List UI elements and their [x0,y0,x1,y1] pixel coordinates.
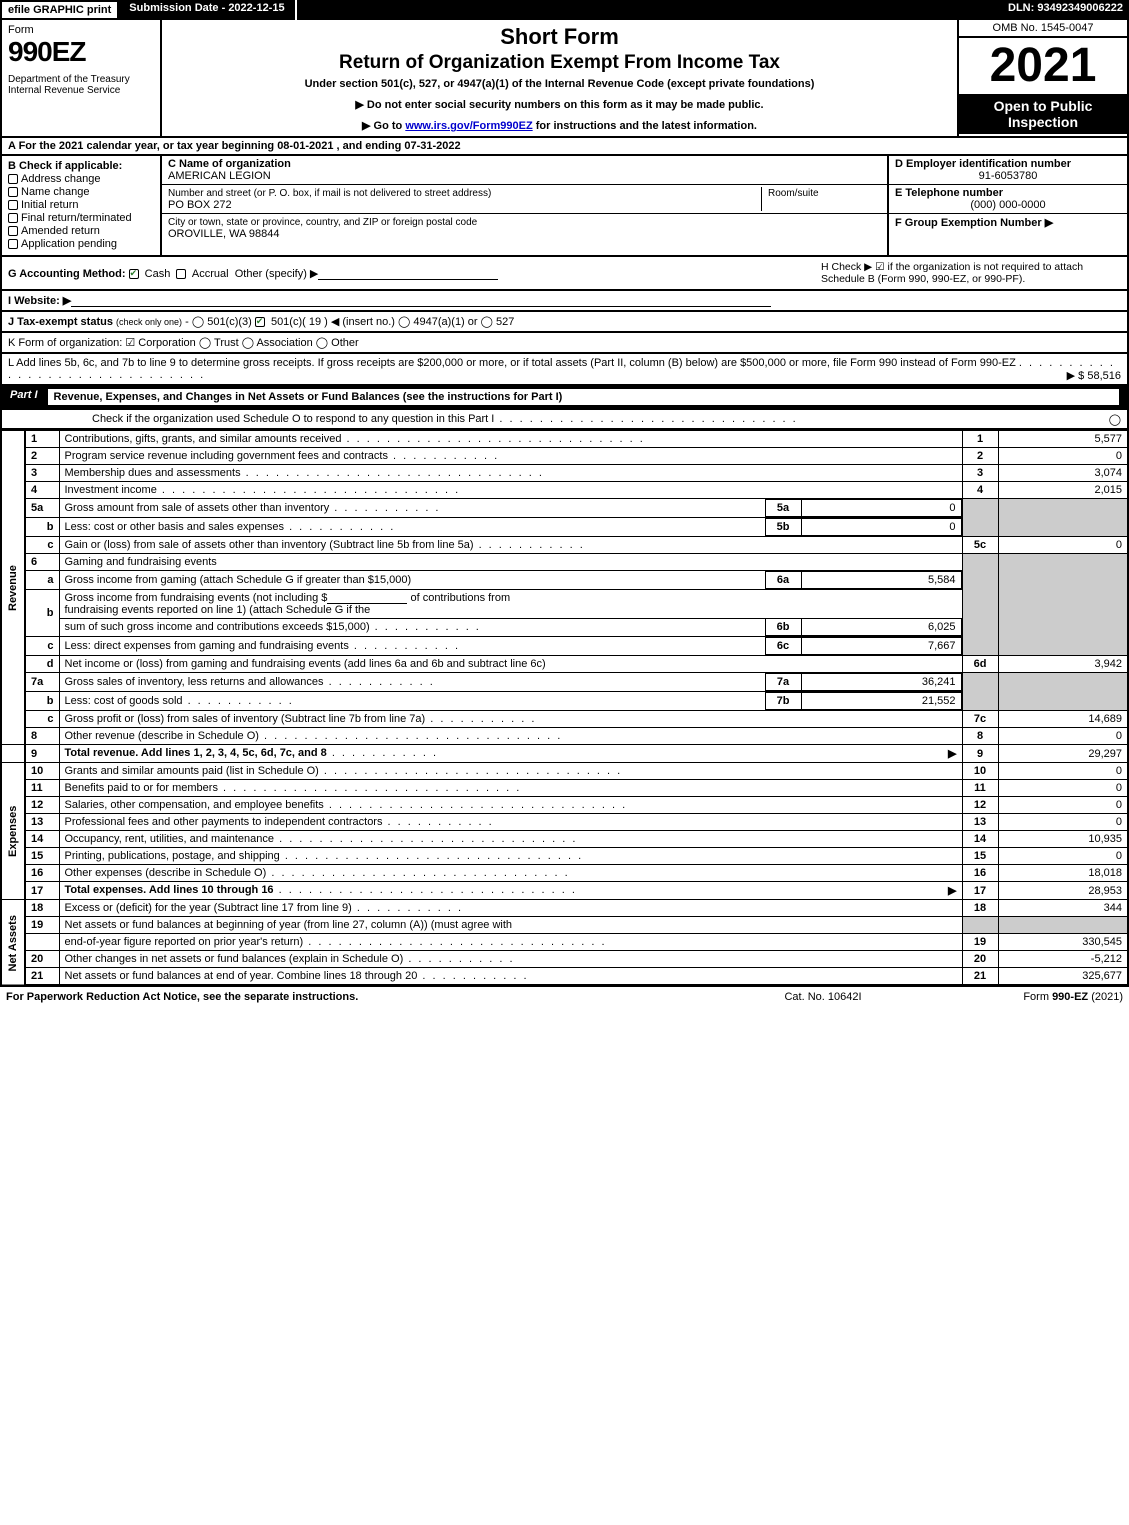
ein: 91-6053780 [895,170,1121,182]
efile-print-button[interactable]: efile GRAPHIC print [0,0,119,20]
val-9: 29,297 [998,745,1128,763]
val-1: 5,577 [998,431,1128,448]
side-net-assets: Net Assets [1,900,25,986]
val-6a: 5,584 [801,572,961,589]
val-10: 0 [998,763,1128,780]
val-6b: 6,025 [801,619,961,636]
line-j-tax-exempt: J Tax-exempt status (check only one) - ◯… [0,312,1129,333]
goto-note: ▶ Go to www.irs.gov/Form990EZ for instru… [170,119,949,132]
val-13: 0 [998,814,1128,831]
line-h: H Check ▶ ☑ if the organization is not r… [821,261,1121,285]
val-12: 0 [998,797,1128,814]
val-20: -5,212 [998,951,1128,968]
val-2: 0 [998,448,1128,465]
check-accrual[interactable] [176,269,186,279]
section-def: D Employer identification number 91-6053… [887,156,1127,255]
val-21: 325,677 [998,968,1128,986]
form-number: 990EZ [8,36,154,68]
topbar: efile GRAPHIC print Submission Date - 20… [0,0,1129,20]
val-16: 18,018 [998,865,1128,882]
short-form-title: Short Form [170,24,949,50]
part-i-check: Check if the organization used Schedule … [0,410,1129,430]
val-5c: 0 [998,537,1128,554]
val-11: 0 [998,780,1128,797]
line-l-gross-receipts: L Add lines 5b, 6c, and 7b to line 9 to … [0,354,1129,386]
subtitle: Under section 501(c), 527, or 4947(a)(1)… [170,78,949,90]
form-header: Form 990EZ Department of the Treasury In… [0,20,1129,138]
val-19: 330,545 [998,934,1128,951]
val-8: 0 [998,728,1128,745]
ssn-warning: ▶ Do not enter social security numbers o… [170,98,949,111]
line-i-website: I Website: ▶ [0,291,1129,312]
val-5a: 0 [801,500,961,517]
return-title: Return of Organization Exempt From Incom… [170,52,949,74]
org-address: PO BOX 272 [168,199,232,211]
form-ref: Form 990-EZ (2021) [923,991,1123,1003]
check-initial-return[interactable]: Initial return [8,199,154,211]
line-k-form-of-org: K Form of organization: ☑ Corporation ◯ … [0,333,1129,354]
side-expenses: Expenses [1,763,25,900]
check-name-change[interactable]: Name change [8,186,154,198]
val-7c: 14,689 [998,711,1128,728]
check-application-pending[interactable]: Application pending [8,238,154,250]
form-word: Form [8,24,154,36]
check-cash[interactable] [129,269,139,279]
footer: For Paperwork Reduction Act Notice, see … [0,986,1129,1007]
lines-table: Revenue 1Contributions, gifts, grants, a… [0,430,1129,986]
org-info-section: B Check if applicable: Address change Na… [0,156,1129,257]
department: Department of the Treasury Internal Reve… [8,74,154,96]
submission-date: Submission Date - 2022-12-15 [119,0,296,20]
dln: DLN: 93492349006222 [1002,0,1129,20]
val-5b: 0 [801,519,961,536]
check-amended-return[interactable]: Amended return [8,225,154,237]
tax-year: 2021 [959,38,1127,94]
val-6d: 3,942 [998,656,1128,673]
omb-number: OMB No. 1545-0047 [959,20,1127,38]
irs-link[interactable]: www.irs.gov/Form990EZ [405,120,532,132]
val-7a: 36,241 [801,674,961,691]
side-revenue: Revenue [1,431,25,745]
line-a-tax-year: A For the 2021 calendar year, or tax yea… [0,138,1129,156]
val-14: 10,935 [998,831,1128,848]
section-c: C Name of organization AMERICAN LEGION N… [162,156,887,255]
paperwork-notice: For Paperwork Reduction Act Notice, see … [6,991,723,1003]
section-b: B Check if applicable: Address change Na… [2,156,162,255]
val-4: 2,015 [998,482,1128,499]
val-18: 344 [998,900,1128,917]
check-final-return[interactable]: Final return/terminated [8,212,154,224]
val-3: 3,074 [998,465,1128,482]
org-city: OROVILLE, WA 98844 [168,228,279,240]
val-7b: 21,552 [801,693,961,710]
part-i-header: Part I Revenue, Expenses, and Changes in… [0,386,1129,410]
val-6c: 7,667 [801,638,961,655]
val-15: 0 [998,848,1128,865]
telephone: (000) 000-0000 [895,199,1121,211]
public-inspection: Open to Public Inspection [959,94,1127,134]
val-17: 28,953 [998,882,1128,900]
row-g-h: G Accounting Method: Cash Accrual Other … [0,257,1129,291]
org-name: AMERICAN LEGION [168,170,271,182]
cat-no: Cat. No. 10642I [723,991,923,1003]
check-address-change[interactable]: Address change [8,173,154,185]
